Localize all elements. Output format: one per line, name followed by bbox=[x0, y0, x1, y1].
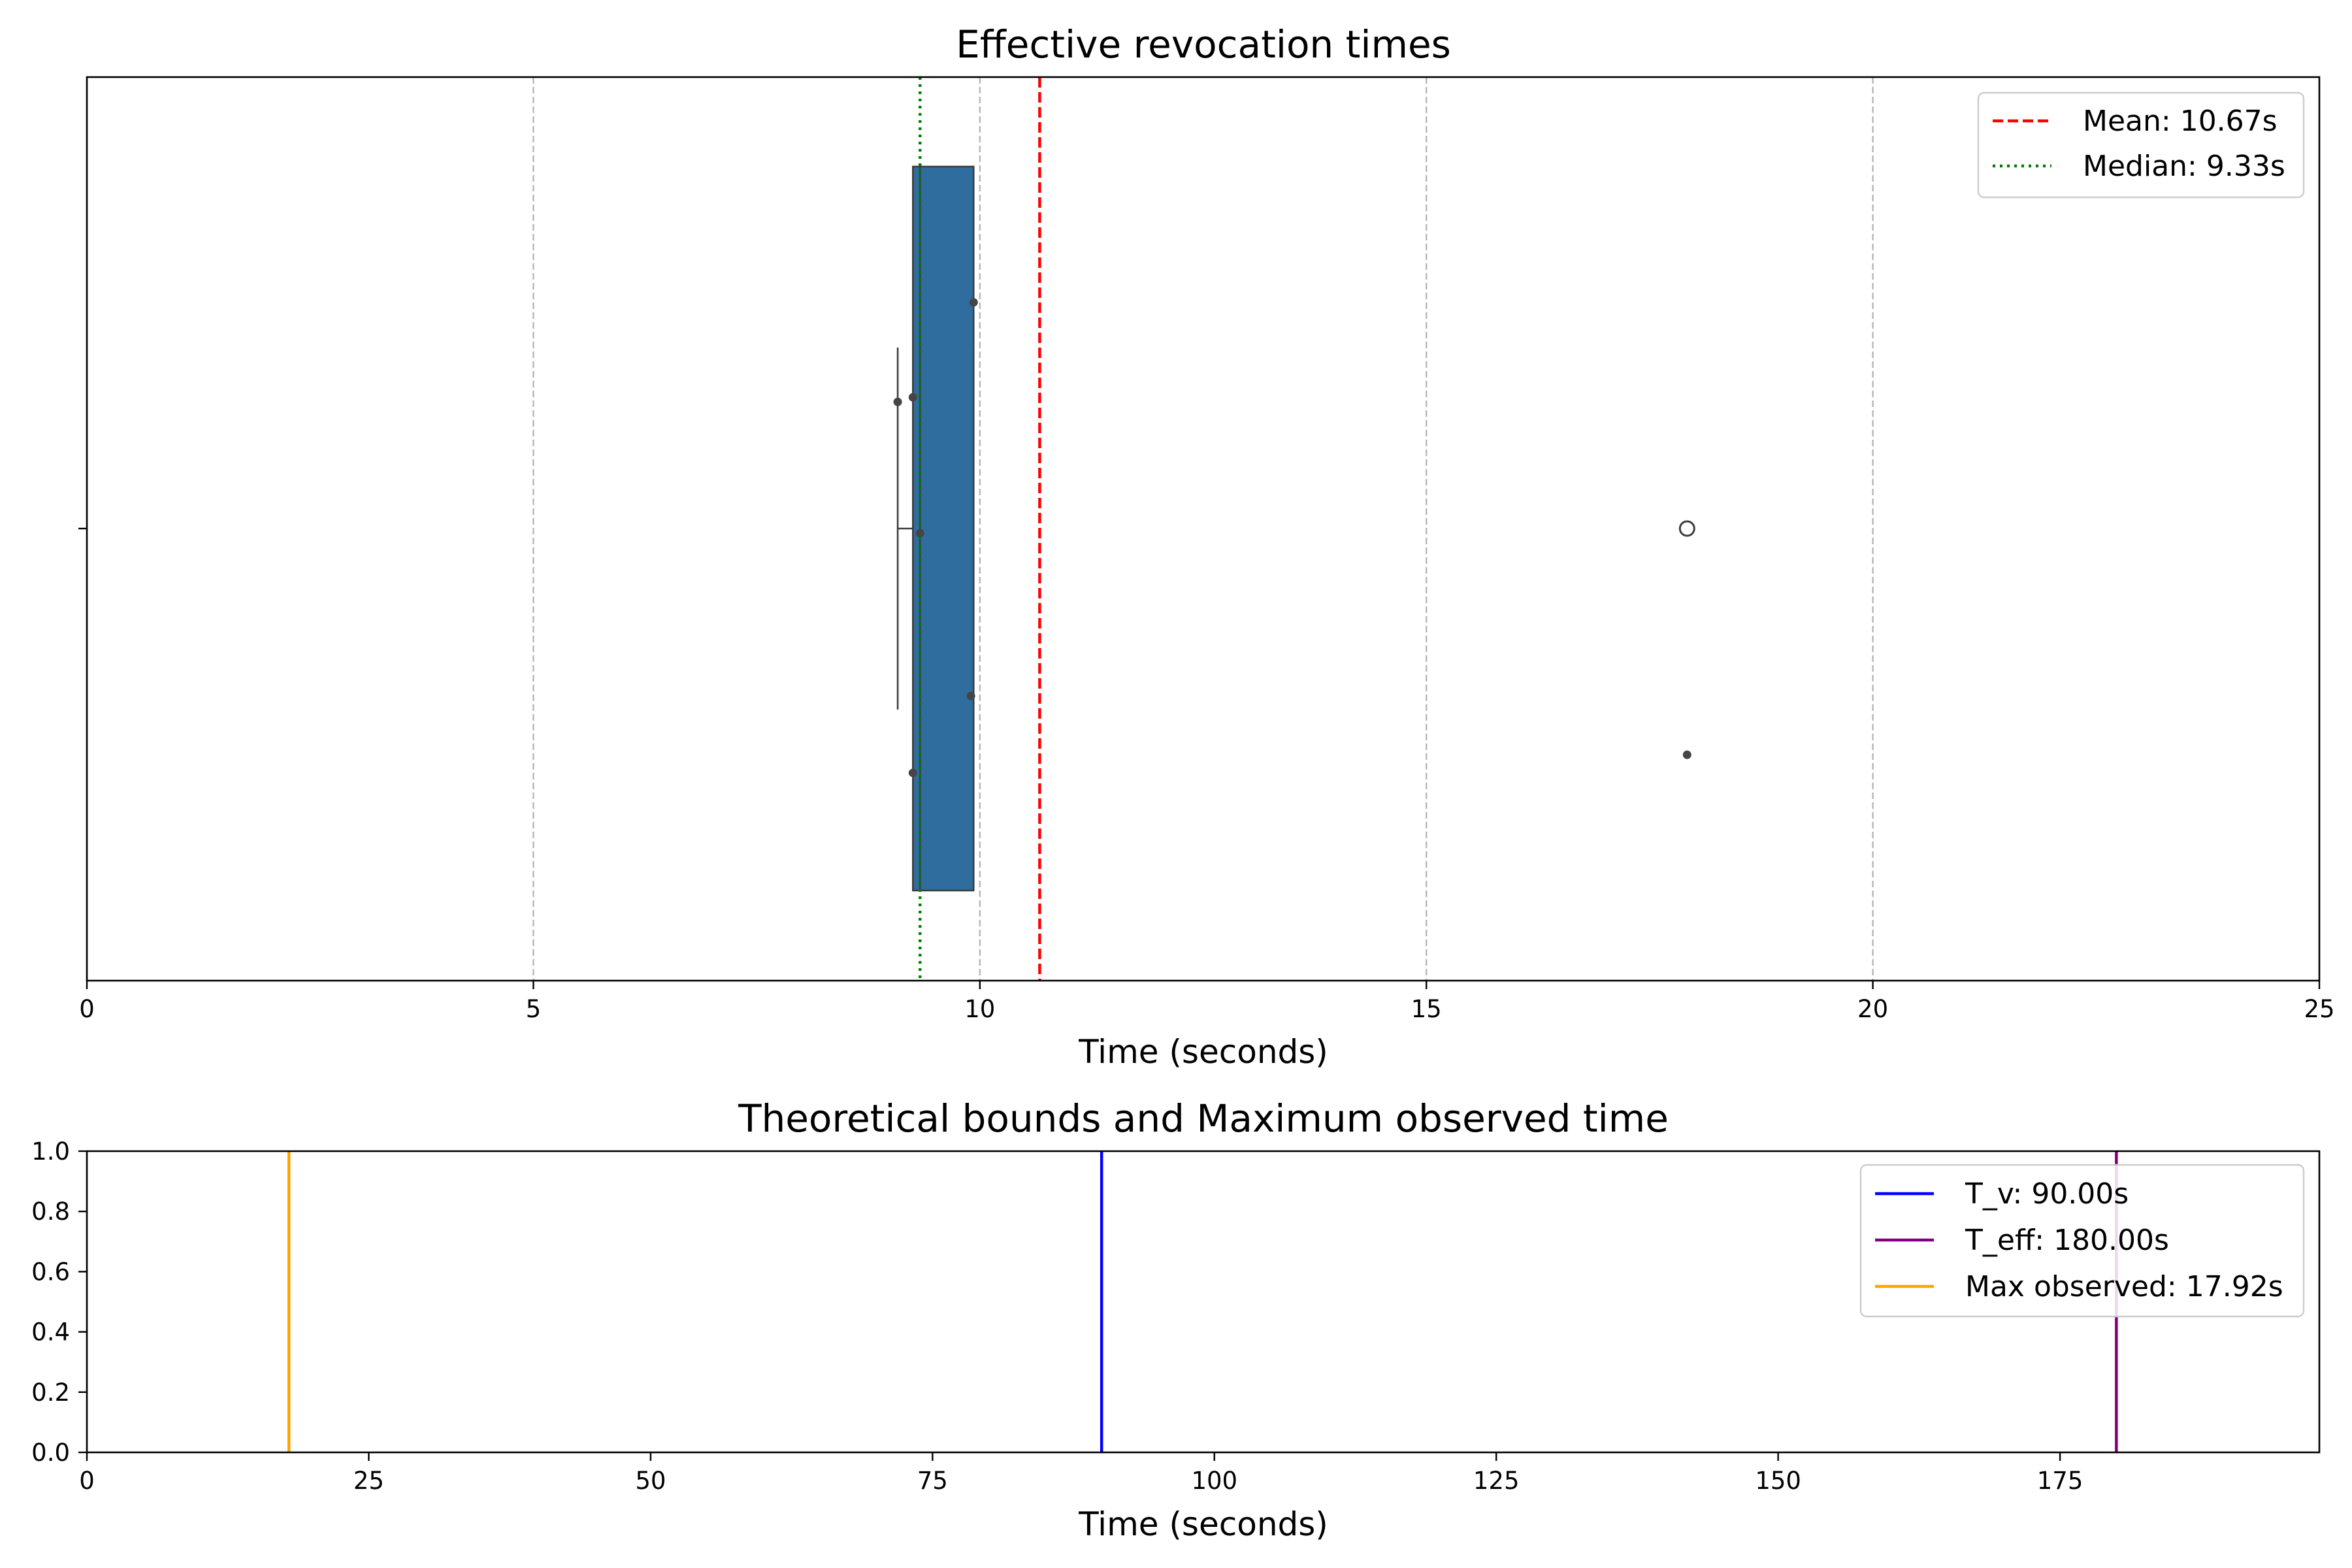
y-tick-label: 0.0 bbox=[31, 1439, 70, 1467]
x-tick-label: 100 bbox=[1191, 1467, 1237, 1495]
y-tick-label: 0.4 bbox=[31, 1318, 70, 1347]
data-point bbox=[908, 393, 917, 402]
chart2-legend: T_v: 90.00s T_eff: 180.00s Max observed:… bbox=[1859, 1164, 2305, 1318]
x-tick-label: 125 bbox=[1473, 1467, 1520, 1495]
x-tick-label: 0 bbox=[79, 1467, 95, 1495]
data-point bbox=[915, 529, 924, 538]
y-tick-label: 0.6 bbox=[31, 1258, 70, 1286]
x-tick-label: 5 bbox=[526, 995, 542, 1023]
data-point bbox=[1682, 750, 1691, 759]
x-tick-label: 0 bbox=[79, 995, 95, 1023]
x-tick-label: 150 bbox=[1755, 1467, 1801, 1495]
x-tick-label: 175 bbox=[2037, 1467, 2083, 1495]
chart1-reference-lines bbox=[918, 77, 1041, 981]
chart1-legend-frame bbox=[1977, 91, 2305, 199]
data-point bbox=[908, 768, 917, 777]
x-tick-label: 25 bbox=[353, 1467, 384, 1495]
legend-label-tv: T_v: 90.00s bbox=[1965, 1177, 2129, 1211]
x-tick-label: 20 bbox=[1857, 995, 1888, 1023]
chart1-title: Effective revocation times bbox=[956, 22, 1451, 67]
data-point bbox=[966, 691, 975, 700]
x-tick-label: 10 bbox=[964, 995, 995, 1023]
chart1-x-axis-label: Time (seconds) bbox=[1078, 1033, 1328, 1071]
chart1-points bbox=[893, 298, 1691, 777]
legend-label-median: Median: 9.33s bbox=[2083, 150, 2285, 183]
x-tick-label: 50 bbox=[635, 1467, 666, 1495]
chart-theoretical-bounds: Theoretical bounds and Maximum observed … bbox=[31, 1096, 2321, 1543]
chart1-legend: Mean: 10.67s Median: 9.33s bbox=[1977, 91, 2305, 199]
legend-label-teff: T_eff: 180.00s bbox=[1965, 1224, 2169, 1257]
x-tick-label: 15 bbox=[1411, 995, 1442, 1023]
data-point bbox=[969, 298, 978, 307]
iqr-box bbox=[911, 165, 975, 892]
chart1-boxplot bbox=[896, 165, 1695, 892]
legend-label-max-observed: Max observed: 17.92s bbox=[1965, 1270, 2283, 1303]
chart2-y-ticks: 0.0 0.2 0.4 0.6 0.8 1.0 bbox=[31, 1137, 87, 1467]
chart2-x-axis-label: Time (seconds) bbox=[1078, 1505, 1328, 1543]
legend-label-mean: Mean: 10.67s bbox=[2083, 105, 2278, 138]
chart-revocation-times: Effective revocation times 0 5 10 15 20 25 Ti… bbox=[78, 22, 2335, 1071]
outlier-marker bbox=[1678, 520, 1695, 537]
chart2-x-ticks: 0 25 50 75 100 125 150 175 bbox=[79, 1452, 2083, 1495]
chart2-title: Theoretical bounds and Maximum observed … bbox=[738, 1096, 1669, 1141]
chart1-gridlines bbox=[532, 77, 1874, 981]
x-tick-label: 25 bbox=[2304, 995, 2334, 1023]
y-tick-label: 1.0 bbox=[31, 1137, 70, 1166]
y-tick-label: 0.2 bbox=[31, 1379, 70, 1407]
data-point bbox=[893, 397, 902, 406]
chart1-x-ticks: 0 5 10 15 20 25 bbox=[79, 981, 2335, 1023]
y-tick-label: 0.8 bbox=[31, 1198, 70, 1226]
chart2-legend-frame bbox=[1859, 1164, 2305, 1318]
chart2-plot-frame bbox=[86, 1150, 2321, 1454]
x-tick-label: 75 bbox=[917, 1467, 948, 1495]
